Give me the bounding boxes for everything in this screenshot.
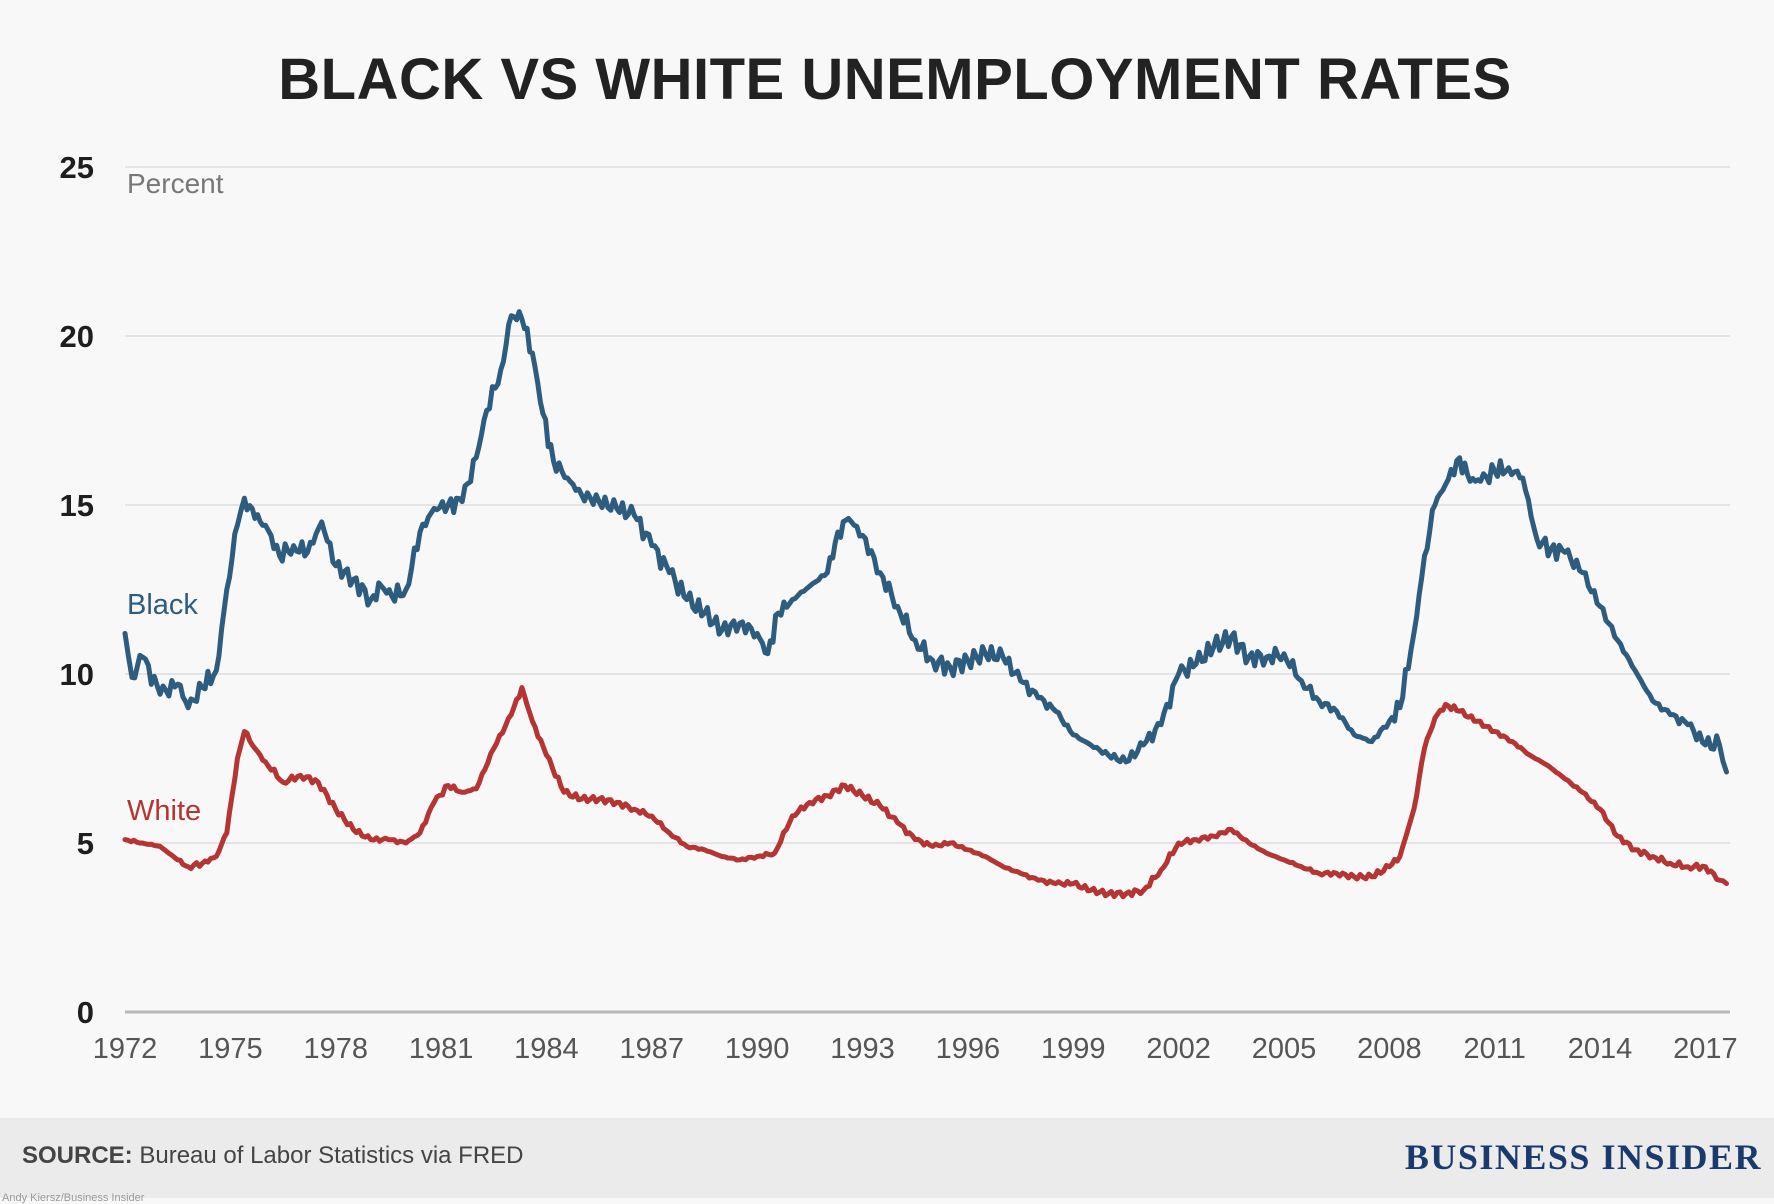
y-tick-label: 25 — [60, 150, 94, 185]
chart-title: BLACK VS WHITE UNEMPLOYMENT RATES — [278, 47, 1512, 112]
author-credit: Andy Kiersz/Business Insider — [2, 1192, 145, 1204]
series-lines — [122, 309, 1729, 900]
x-tick-label: 2002 — [1146, 1033, 1211, 1065]
x-tick-label: 1993 — [830, 1033, 895, 1065]
x-tick-label: 1975 — [198, 1033, 263, 1065]
x-tick-label: 1972 — [93, 1033, 158, 1065]
x-axis: 1972 1975 1978 1981 1984 1987 1990 1993 1996 1999… — [93, 1033, 1738, 1065]
x-tick-label: 2008 — [1357, 1033, 1422, 1065]
x-tick-label: 1984 — [514, 1033, 579, 1065]
chart-footer: SOURCE: Bureau of Labor Statistics via F… — [0, 1118, 1774, 1198]
x-tick-label: 1990 — [725, 1033, 790, 1065]
source-text: Bureau of Labor Statistics via FRED — [132, 1142, 524, 1169]
y-tick-label: 15 — [60, 488, 94, 523]
series-line-black — [122, 309, 1729, 775]
x-tick-label: 2014 — [1568, 1033, 1633, 1065]
series-label-white: White — [127, 795, 201, 827]
y-tick-label: 5 — [77, 826, 94, 861]
source-label: SOURCE: — [22, 1142, 133, 1169]
x-tick-label: 2011 — [1464, 1033, 1526, 1065]
series-label-black: Black — [127, 589, 198, 621]
y-axis-unit-label: Percent — [127, 168, 224, 199]
series-line-white — [122, 685, 1729, 900]
x-tick-label: 1978 — [303, 1033, 368, 1065]
y-tick-label: 20 — [60, 319, 94, 354]
y-tick-label: 0 — [77, 995, 94, 1030]
business-insider-logo: BUSINESS INSIDER — [1404, 1137, 1762, 1177]
x-tick-label: 1999 — [1041, 1033, 1106, 1065]
x-tick-label: 1996 — [936, 1033, 1001, 1065]
x-tick-label: 1987 — [620, 1033, 685, 1065]
source-note: SOURCE: Bureau of Labor Statistics via F… — [22, 1142, 524, 1170]
x-tick-label: 1981 — [409, 1033, 474, 1065]
x-tick-label: 2017 — [1673, 1033, 1738, 1065]
y-axis: 0 5 10 15 20 25 — [60, 150, 94, 1030]
y-tick-label: 10 — [60, 657, 94, 692]
x-tick-label: 2005 — [1252, 1033, 1317, 1065]
